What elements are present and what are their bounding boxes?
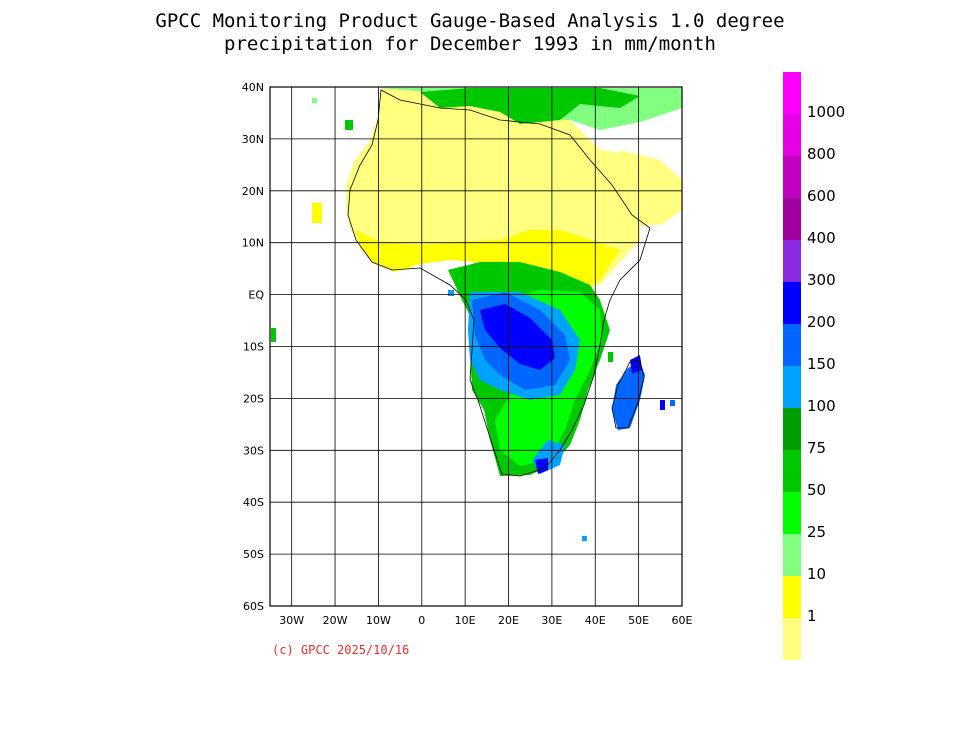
legend-label: 150 — [807, 355, 836, 373]
legend-swatch — [783, 408, 801, 450]
island-patch — [608, 352, 613, 362]
region-madagascar — [612, 362, 645, 430]
legend-swatch — [783, 156, 801, 198]
region-med-coast-dark — [420, 88, 640, 124]
copyright-note: (c) GPCC 2025/10/16 — [272, 643, 410, 657]
lon-tick-label: 10W — [366, 614, 391, 627]
legend-label: 600 — [807, 187, 836, 205]
legend-swatch — [783, 450, 801, 492]
lat-tick-label: 10N — [242, 237, 264, 250]
island-patch — [312, 98, 317, 103]
lon-tick-label: 30W — [279, 614, 304, 627]
legend-swatch — [783, 366, 801, 408]
map-title-line2: precipitation for December 1993 in mm/mo… — [224, 33, 716, 55]
lat-tick-label: 10S — [243, 341, 264, 354]
legend-swatch — [783, 576, 801, 618]
island-patch — [345, 120, 353, 130]
legend-swatch — [783, 534, 801, 576]
map-title-line1: GPCC Monitoring Product Gauge-Based Anal… — [155, 10, 785, 32]
legend-label: 300 — [807, 271, 836, 289]
island-patch — [448, 290, 454, 296]
lat-tick-label: 40S — [243, 496, 264, 509]
legend-swatch — [783, 72, 801, 114]
island-patch — [582, 536, 587, 541]
island-patch — [670, 400, 675, 406]
legend-swatch — [783, 618, 801, 660]
legend-label: 50 — [807, 481, 826, 499]
legend-label: 1 — [807, 607, 817, 625]
legend-swatch — [783, 114, 801, 156]
lat-tick-label: EQ — [248, 289, 264, 302]
legend-swatch — [783, 492, 801, 534]
island-patch — [660, 400, 665, 410]
legend-label: 800 — [807, 145, 836, 163]
madagascar-coastline — [611, 359, 645, 429]
region-congo-300 — [480, 304, 555, 370]
lon-tick-label: 30E — [541, 614, 562, 627]
lon-tick-label: 10E — [455, 614, 476, 627]
lat-tick-label: 50S — [243, 548, 264, 561]
axis-labels: 40N 30N 20N 10N EQ 10S 20S 30S 40S 50S 60S 30W 20W 10… — [242, 81, 693, 627]
map-frame — [269, 86, 683, 607]
island-patch — [271, 328, 276, 342]
legend-label: 25 — [807, 523, 826, 541]
region-arabia — [612, 150, 682, 226]
legend-swatch — [783, 324, 801, 366]
lat-tick-label: 20N — [242, 185, 264, 198]
legend-label: 200 — [807, 313, 836, 331]
legend-label: 400 — [807, 229, 836, 247]
graticule — [270, 86, 683, 607]
lon-tick-label: 40E — [585, 614, 606, 627]
lat-tick-label: 30N — [242, 133, 264, 146]
lat-tick-label: 60S — [243, 600, 264, 613]
legend-label: 10 — [807, 565, 826, 583]
color-legend: 1000 800 600 400 300 200 150 100 75 50 25 10 1 — [783, 72, 845, 660]
legend-swatch — [783, 240, 801, 282]
precipitation-fields — [271, 88, 682, 541]
legend-swatch — [783, 282, 801, 324]
island-patch — [312, 203, 322, 223]
lon-tick-label: 60E — [672, 614, 693, 627]
legend-label: 75 — [807, 439, 826, 457]
coastline — [347, 89, 651, 477]
lat-tick-label: 40N — [242, 81, 264, 94]
lon-tick-label: 20W — [323, 614, 348, 627]
lon-tick-label: 0 — [418, 614, 425, 627]
legend-swatch — [783, 198, 801, 240]
legend-label: 1000 — [807, 103, 845, 121]
lat-tick-label: 20S — [243, 392, 264, 405]
lon-tick-label: 50E — [628, 614, 649, 627]
lon-tick-label: 20E — [498, 614, 519, 627]
lat-tick-label: 30S — [243, 444, 264, 457]
legend-label: 100 — [807, 397, 836, 415]
